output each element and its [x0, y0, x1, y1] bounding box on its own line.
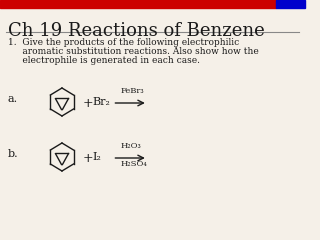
- Text: electrophile is generated in each case.: electrophile is generated in each case.: [8, 56, 200, 65]
- Text: +: +: [83, 152, 93, 165]
- Text: H₂O₃: H₂O₃: [120, 142, 141, 150]
- Text: 1.  Give the products of the following electrophilic: 1. Give the products of the following el…: [8, 38, 239, 47]
- Text: FeBr₃: FeBr₃: [120, 87, 144, 95]
- Text: a.: a.: [8, 94, 18, 104]
- Text: Ch 19 Reactions of Benzene: Ch 19 Reactions of Benzene: [8, 22, 264, 40]
- Text: b.: b.: [8, 149, 18, 159]
- Text: aromatic substitution reactions. Also show how the: aromatic substitution reactions. Also sh…: [8, 47, 258, 56]
- Bar: [0, 0, 276, 8]
- Text: H₂SO₄: H₂SO₄: [120, 160, 147, 168]
- Text: Br₂: Br₂: [92, 97, 110, 107]
- Text: +: +: [83, 97, 93, 110]
- Text: I₂: I₂: [92, 152, 101, 162]
- Bar: [276, 0, 305, 8]
